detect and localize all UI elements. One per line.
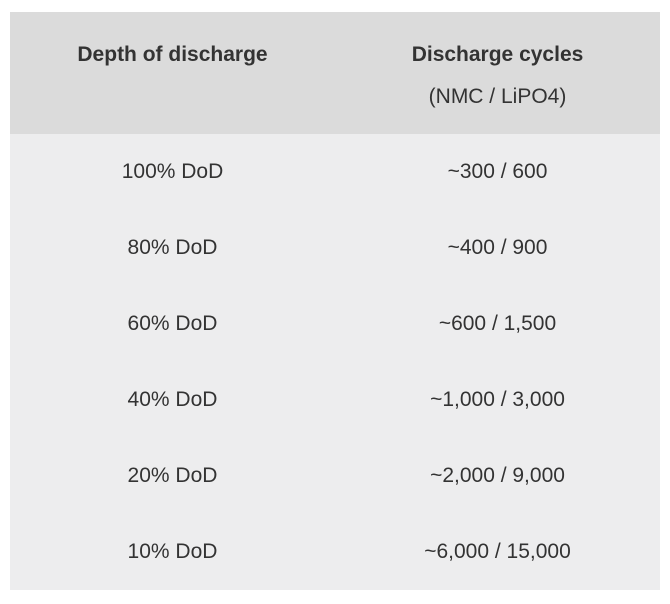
cell-cycles: ~600 / 1,500 <box>438 312 557 335</box>
cell-cycles: ~1,000 / 3,000 <box>430 388 565 411</box>
cell-dod: 100% DoD <box>121 160 224 183</box>
header-title-discharge-cycles: Discharge cycles <box>411 43 584 66</box>
cell-dod: 80% DoD <box>127 236 218 259</box>
header-title-depth-of-discharge: Depth of discharge <box>77 43 268 66</box>
cell-dod: 20% DoD <box>127 464 218 487</box>
table-row: 100% DoD ~300 / 600 <box>10 134 660 210</box>
header-subtitle-chemistries: (NMC / LiPO4) <box>428 85 567 108</box>
header-cell-depth-of-discharge: Depth of discharge <box>10 12 335 134</box>
table-body: 100% DoD ~300 / 600 80% DoD ~400 / 900 6… <box>10 134 660 590</box>
cell-cycles: ~300 / 600 <box>447 160 548 183</box>
cell-cycles: ~2,000 / 9,000 <box>430 464 565 487</box>
table-row: 80% DoD ~400 / 900 <box>10 210 660 286</box>
table-row: 20% DoD ~2,000 / 9,000 <box>10 438 660 514</box>
table-row: 60% DoD ~600 / 1,500 <box>10 286 660 362</box>
cell-cycles: ~6,000 / 15,000 <box>424 540 571 563</box>
table-row: 10% DoD ~6,000 / 15,000 <box>10 514 660 590</box>
table-row: 40% DoD ~1,000 / 3,000 <box>10 362 660 438</box>
cell-dod: 10% DoD <box>127 540 218 563</box>
cell-cycles: ~400 / 900 <box>447 236 548 259</box>
table-header: Depth of discharge Discharge cycles (NMC… <box>10 12 660 134</box>
cell-dod: 60% DoD <box>127 312 218 335</box>
header-cell-discharge-cycles: Discharge cycles (NMC / LiPO4) <box>335 12 660 134</box>
discharge-cycles-table: Depth of discharge Discharge cycles (NMC… <box>10 12 660 590</box>
cell-dod: 40% DoD <box>127 388 218 411</box>
